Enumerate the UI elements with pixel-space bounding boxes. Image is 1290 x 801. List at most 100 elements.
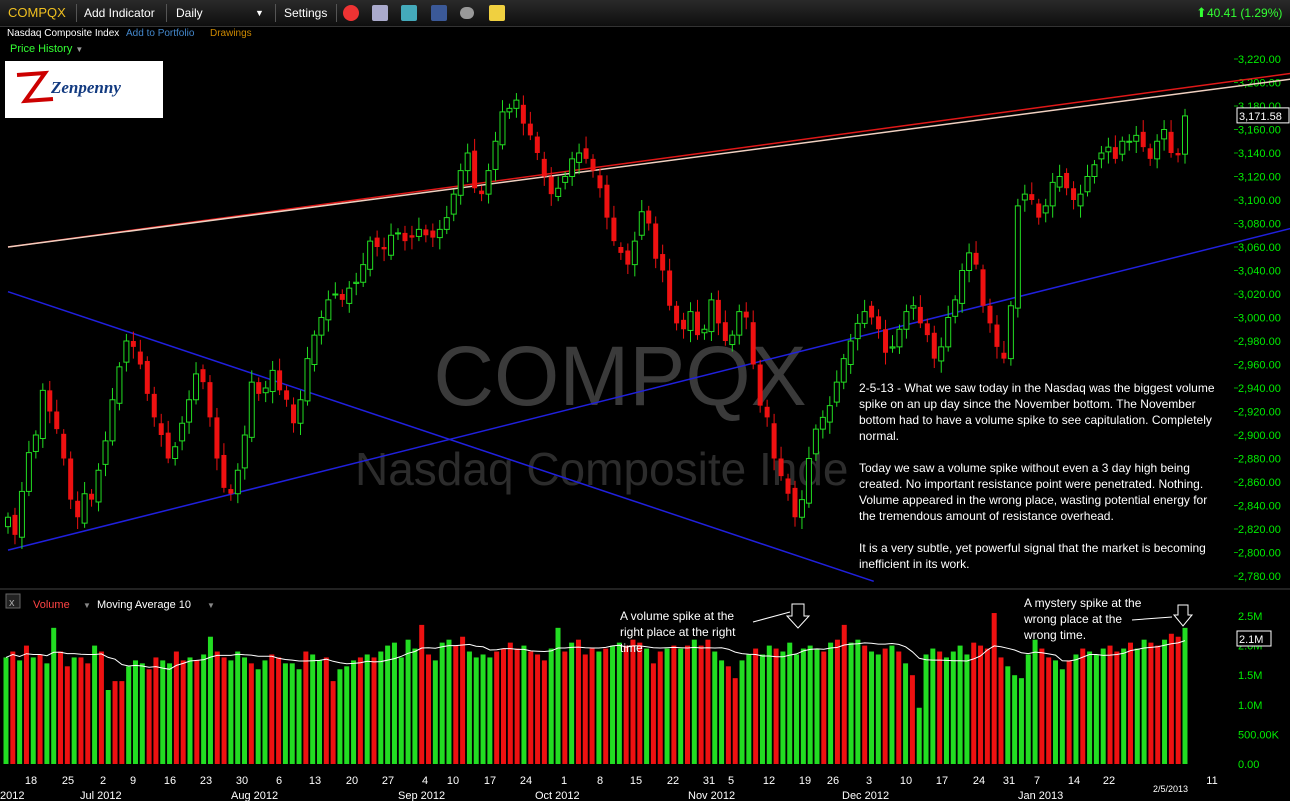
interval-select[interactable]: Daily: [176, 6, 203, 20]
candle-body: [736, 311, 743, 336]
volume-tick-label: 2.5M: [1238, 611, 1262, 623]
volume-bar: [630, 639, 636, 764]
volume-bar: [1107, 645, 1113, 764]
month-label: 2012: [0, 790, 24, 801]
volume-bar: [521, 645, 527, 764]
chevron-down-icon[interactable]: ▼: [207, 601, 215, 610]
volume-label[interactable]: Volume: [33, 599, 70, 611]
candle-body: [938, 346, 945, 362]
candle-body: [499, 111, 506, 146]
binoculars-icon[interactable]: [460, 7, 474, 19]
date-tick-label: 22: [667, 775, 679, 787]
volume-bar: [896, 651, 902, 764]
volume-tick-label: 0.00: [1238, 759, 1259, 771]
volume-bar: [282, 663, 288, 764]
symbol-label[interactable]: COMPQX: [8, 5, 66, 20]
drawings-link[interactable]: Drawings: [210, 28, 252, 39]
add-indicator-button[interactable]: Add Indicator: [84, 6, 155, 20]
volume-bar: [637, 642, 643, 764]
volume-bar: [1155, 645, 1161, 764]
volume-bar: [657, 651, 663, 764]
chevron-down-icon[interactable]: ▼: [83, 601, 91, 610]
volume-bar: [916, 707, 922, 764]
volume-bar: [582, 654, 588, 764]
candle-body: [179, 422, 186, 442]
candle-body: [81, 493, 88, 524]
price-tick-label: 3,120.00: [1238, 172, 1281, 184]
candle-body: [611, 217, 617, 242]
volume-bar: [664, 648, 670, 764]
watermark-symbol: COMPQX: [433, 329, 806, 423]
volume-bar: [51, 627, 57, 764]
candle-body: [833, 381, 840, 403]
volume-bar: [1025, 654, 1031, 764]
price-tick-label: 3,020.00: [1238, 289, 1281, 301]
candle-body: [1064, 172, 1070, 189]
volume-bar: [214, 651, 220, 764]
volume-bar: [316, 660, 322, 764]
candle-body: [102, 440, 109, 465]
volume-bar: [30, 657, 36, 764]
candle-body: [812, 428, 819, 455]
close-icon[interactable]: x: [9, 597, 15, 609]
note-icon[interactable]: [489, 5, 505, 21]
candle-body: [903, 311, 910, 330]
candle-body: [443, 217, 450, 230]
candle-body: [165, 432, 171, 459]
candle-body: [771, 423, 777, 459]
volume-bar: [119, 681, 125, 764]
candle-body: [1119, 140, 1126, 155]
volume-panel: x Volume ▼ Moving Average 10 ▼: [5, 593, 215, 611]
candle-body: [436, 228, 443, 239]
price-history-dropdown[interactable]: Price History ▼: [10, 43, 83, 55]
price-tick-label: 2,780.00: [1238, 571, 1281, 583]
candle-body: [506, 107, 513, 113]
price-tick-label: 3,040.00: [1238, 266, 1281, 278]
settings-button[interactable]: Settings: [284, 6, 328, 20]
candle-body: [109, 399, 116, 442]
month-label: Jan 2013: [1018, 790, 1063, 801]
candle-body: [137, 351, 143, 365]
date-tick-label: 19: [799, 775, 811, 787]
alarm-icon[interactable]: [343, 5, 359, 21]
price-history-label: Price History: [10, 43, 73, 55]
volume-bar: [603, 648, 609, 764]
volume-bar: [964, 654, 970, 764]
volume-bar: [221, 657, 227, 764]
price-tick-label: 3,100.00: [1238, 195, 1281, 207]
volume-bar: [759, 654, 765, 764]
volume-bar: [1127, 642, 1133, 764]
volume-bar: [439, 642, 445, 764]
volume-bar: [1175, 636, 1181, 764]
close-panel-button[interactable]: [5, 593, 21, 609]
candle-body: [409, 235, 415, 238]
candle-body: [729, 334, 736, 346]
price-axis: 3,220.003,200.003,180.003,160.003,140.00…: [1234, 54, 1290, 583]
candle-body: [423, 229, 429, 236]
candle-body: [722, 322, 728, 341]
volume-bar: [507, 642, 513, 764]
ma-label[interactable]: Moving Average 10: [97, 599, 191, 611]
report-icon[interactable]: [372, 5, 388, 21]
annotation-paragraph-3: It is a very subtle, yet powerful signal…: [859, 541, 1206, 571]
volume-tick-label: 500.00K: [1238, 729, 1280, 741]
candle-body: [764, 406, 770, 418]
arrow-up-icon: ⬆: [1196, 5, 1207, 20]
candle-body: [291, 404, 297, 424]
volume-bar: [841, 624, 847, 764]
candle-body: [1168, 131, 1174, 153]
volume-bar: [1162, 639, 1168, 764]
twitter-icon[interactable]: [401, 5, 417, 21]
volume-bar: [1080, 648, 1086, 764]
candle-body: [1001, 352, 1007, 359]
candle-body: [667, 270, 673, 306]
add-to-portfolio-link[interactable]: Add to Portfolio: [126, 28, 195, 39]
facebook-icon[interactable]: [431, 5, 447, 21]
chevron-down-icon[interactable]: ▼: [255, 8, 264, 18]
volume-bar: [412, 648, 418, 764]
price-tick-label: 2,940.00: [1238, 383, 1281, 395]
volume-bar: [64, 666, 70, 764]
current-volume-box: [1236, 630, 1272, 647]
sub-toolbar: Nasdaq Composite Index Add to Portfolio …: [0, 26, 1290, 42]
